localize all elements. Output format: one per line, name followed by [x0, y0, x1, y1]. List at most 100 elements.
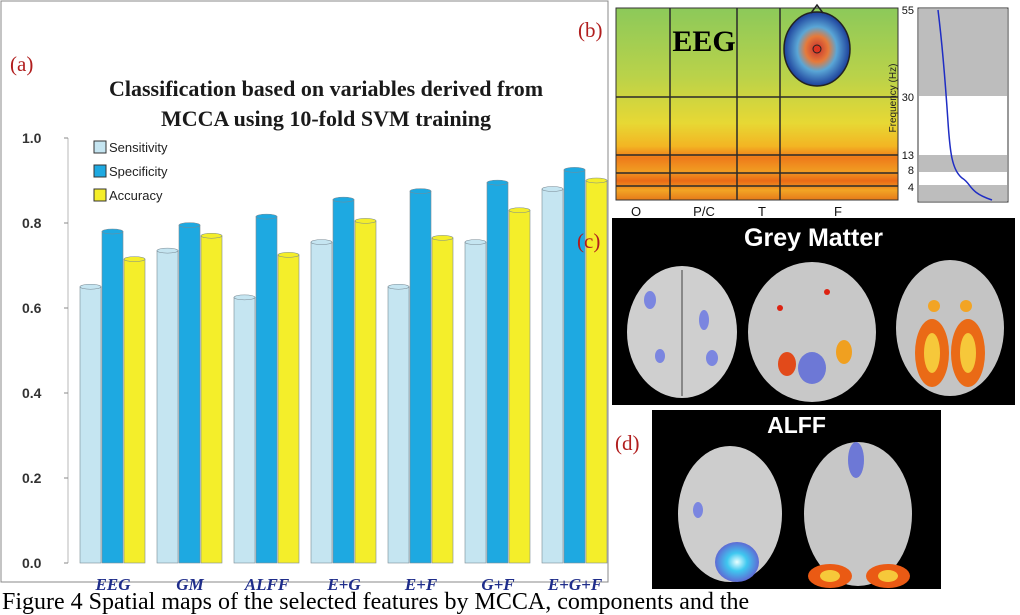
panel-label-c: (c) [577, 229, 601, 253]
frequency-axis-label: Frequency (Hz) [888, 64, 899, 133]
power-curve [937, 9, 993, 201]
bar-accuracy-alff [277, 254, 300, 564]
frequency-tick-label: 55 [902, 5, 914, 17]
bar-top [354, 218, 377, 224]
x-tick-label: ALFF [244, 575, 290, 594]
bar-specificity-eplusg [332, 199, 355, 564]
legend-swatch [93, 188, 107, 202]
bar-specificity-gm [178, 224, 201, 564]
frequency-ticks: 55 30 13 8 4 [902, 5, 914, 194]
alff-brains [678, 442, 912, 588]
bar-top [123, 256, 146, 262]
x-tick-label: E+F [404, 575, 438, 594]
x-tick-label: GM [176, 575, 204, 594]
bar-top [486, 179, 509, 186]
grey-matter-title: Grey Matter [744, 224, 883, 252]
bar-accuracy-gplusf [508, 209, 531, 564]
spectrogram-x-label: O [631, 204, 641, 218]
x-tick-label: G+F [481, 575, 515, 594]
spectrogram-x-labels: O P/C T F [631, 204, 842, 218]
bar-sensitivity-eplusgplusf [541, 188, 564, 564]
bar-accuracy-gm [200, 235, 223, 564]
bar-sensitivity-gm [156, 250, 179, 564]
figure-caption: Figure 4 Spatial maps of the selected fe… [2, 589, 750, 615]
bar-top [508, 207, 531, 214]
bar-sensitivity-eplusf [387, 286, 410, 564]
y-tick-label: 0.8 [22, 215, 42, 231]
y-ticks: 0.0 0.2 0.4 0.6 0.8 1.0 [22, 130, 68, 571]
bar-top [431, 235, 454, 241]
chart-legend: Sensitivity Specificity Accuracy [93, 140, 168, 203]
legend-swatch [93, 140, 107, 154]
bar-top [387, 283, 410, 290]
chart-title-line: MCCA using 10-fold SVM training [161, 106, 491, 131]
scalp-topography [783, 3, 851, 87]
brain-slice-2 [748, 262, 876, 402]
bar-specificity-alff [255, 216, 278, 564]
frequency-tick-label: 30 [902, 92, 914, 104]
spectrogram-x-label: F [834, 204, 842, 218]
bar-top [409, 188, 432, 194]
legend-label: Specificity [109, 164, 168, 179]
bar-top [200, 232, 223, 239]
grey-matter-panel: Grey Matter [612, 218, 1015, 405]
bar-top [563, 167, 586, 173]
spectrogram-x-label: P/C [693, 204, 715, 218]
y-tick-label: 0.2 [22, 470, 42, 486]
alff-panel: ALFF [652, 410, 941, 589]
legend-label: Sensitivity [109, 140, 168, 155]
bar-sensitivity-gplusf [464, 241, 487, 564]
bar-sensitivity-alff [233, 297, 256, 564]
y-tick-label: 0.4 [22, 385, 42, 401]
bar-top [79, 283, 102, 290]
panel-label-a: (a) [10, 52, 34, 76]
bar-top [156, 247, 179, 254]
x-tick-labels: EEG GM ALFF E+G E+F G+F E+G+F [95, 575, 603, 594]
bar-specificity-eplusf [409, 190, 432, 564]
legend-label: Accuracy [109, 188, 163, 203]
x-tick-label: E+G [326, 575, 361, 594]
alff-title: ALFF [767, 412, 826, 438]
x-tick-label: E+G+F [547, 575, 603, 594]
x-tick-label: EEG [95, 575, 132, 594]
bar-top [310, 239, 333, 245]
bar-accuracy-eplusg [354, 220, 377, 564]
bar-specificity-gplusf [486, 182, 509, 564]
bar-top [178, 222, 201, 228]
bar-top [277, 252, 300, 258]
bar-top [255, 213, 278, 220]
eeg-spectrogram-panel: EEG O P/C T F 55 30 13 8 4 Frequency (Hz) [615, 3, 1009, 218]
bar-top [541, 186, 564, 192]
bar-top [101, 228, 124, 235]
bar-sensitivity-eplusg [310, 241, 333, 564]
brain-slice-1 [627, 266, 737, 398]
bar-accuracy-eeg [123, 258, 146, 564]
eeg-title: EEG [672, 25, 735, 58]
bar-top [464, 239, 487, 245]
alff-slice-2 [804, 442, 912, 588]
y-tick-label: 1.0 [22, 130, 42, 146]
bar-sensitivity-eeg [79, 286, 102, 564]
bars [79, 167, 608, 564]
y-tick-label: 0.6 [22, 300, 42, 316]
bar-top [332, 196, 355, 203]
frequency-tick-label: 8 [908, 165, 914, 177]
bar-top [585, 177, 608, 184]
spectrogram-x-label: T [758, 204, 766, 218]
chart-title-line: Classification based on variables derive… [109, 76, 543, 101]
bar-top [233, 294, 256, 301]
chart-title: Classification based on variables derive… [109, 76, 543, 131]
brain-slice-3 [896, 260, 1004, 396]
y-tick-label: 0.0 [22, 555, 42, 571]
spectrogram-image [615, 7, 899, 201]
grey-matter-brains [627, 260, 1004, 402]
bar-specificity-eeg [101, 231, 124, 564]
panel-label-b: (b) [578, 18, 603, 42]
alff-slice-1 [678, 446, 782, 582]
panel-label-d: (d) [615, 431, 640, 455]
bar-accuracy-eplusf [431, 237, 454, 564]
frequency-tick-label: 13 [902, 150, 914, 162]
frequency-tick-label: 4 [908, 182, 914, 194]
legend-swatch [93, 164, 107, 178]
